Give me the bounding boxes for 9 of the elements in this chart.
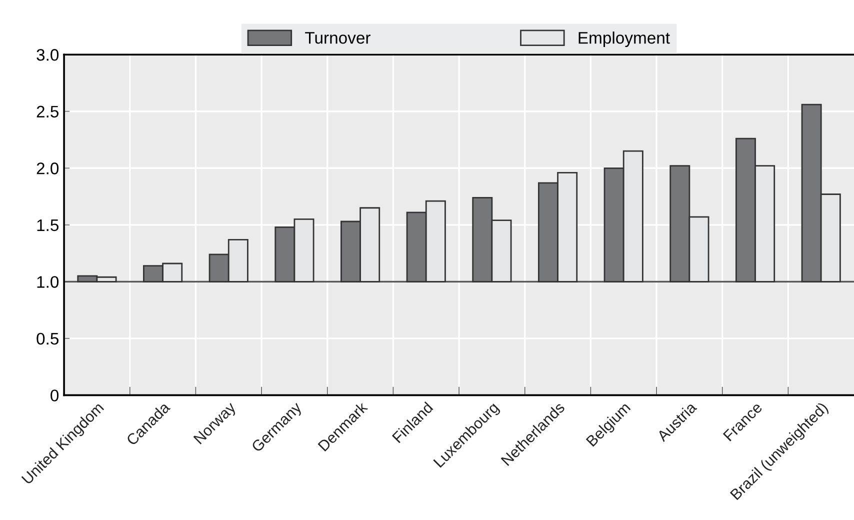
y-tick-label: 0.5: [36, 332, 58, 345]
y-tick-label: 0: [50, 390, 59, 402]
y-tick-label: 2.0: [36, 162, 59, 174]
y-tick-label: 1.0: [37, 276, 59, 288]
legend-label: Employment: [578, 32, 670, 48]
y-tick-label: 3.0: [36, 49, 59, 61]
legend-label: Turnover: [305, 32, 370, 44]
y-tick-label: 2.5: [36, 106, 58, 118]
y-tick-label: 1.5: [37, 219, 58, 232]
